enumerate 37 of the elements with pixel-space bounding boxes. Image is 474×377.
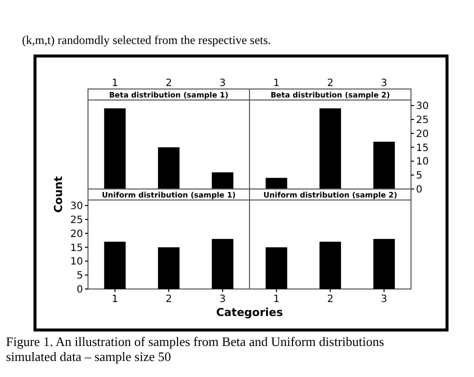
x-tick-label: 2 <box>327 78 334 89</box>
x-tick-label: 1 <box>112 294 118 305</box>
x-tick-label: 1 <box>112 78 118 89</box>
bar <box>212 238 234 289</box>
y-tick-label: 10 <box>70 256 83 268</box>
x-tick-label: 3 <box>219 78 226 89</box>
bar <box>373 142 395 189</box>
y-tick-label: 30 <box>416 101 429 112</box>
y-tick-label: 0 <box>416 184 422 196</box>
y-tick-label: 15 <box>70 242 83 254</box>
bar <box>266 178 288 189</box>
x-tick-label: 3 <box>219 294 226 305</box>
text: simulated data – sample size 50 <box>6 349 171 364</box>
y-axis-title: Count <box>52 176 65 213</box>
x-tick-label: 3 <box>380 294 388 305</box>
y-tick-label: 5 <box>76 270 83 282</box>
y-tick-label: 15 <box>416 142 429 154</box>
y-tick-label: 30 <box>70 201 83 212</box>
x-tick-label: 2 <box>166 294 172 305</box>
x-tick-label: 2 <box>166 78 172 89</box>
x-axis-title: Categories <box>216 306 284 319</box>
bar <box>319 108 342 189</box>
y-tick-label: 25 <box>70 214 83 226</box>
x-tick-label: 1 <box>273 78 280 89</box>
y-tick-label: 20 <box>416 128 429 140</box>
y-tick-label: 5 <box>416 170 422 182</box>
y-tick-label: 25 <box>416 114 429 126</box>
y-tick-label: 10 <box>416 156 429 168</box>
x-tick-label: 1 <box>273 294 280 305</box>
caption: Figure 1. An illustration of samples from Beta and Uniform distributions <box>6 334 384 349</box>
bar <box>158 247 180 289</box>
y-tick-label: 0 <box>76 284 83 296</box>
y-tick-label: 20 <box>70 228 83 240</box>
x-tick-label: 3 <box>380 78 388 89</box>
bar <box>104 242 126 289</box>
text: (k,m,t) randomdly selected from the respective sets. <box>22 33 271 47</box>
x-tick-label: 2 <box>327 294 334 305</box>
